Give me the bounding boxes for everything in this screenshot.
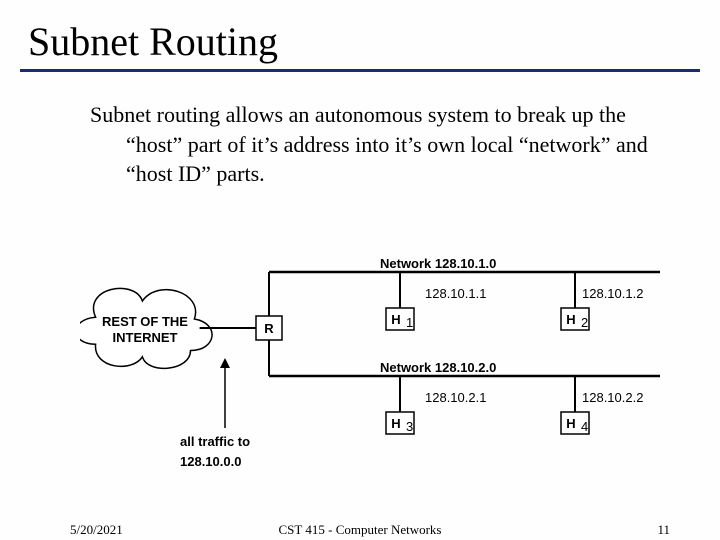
footer-date: 5/20/2021 [70,522,123,538]
host-address: 128.10.2.1 [425,390,486,405]
footer-course: CST 415 - Computer Networks [279,522,442,538]
traffic-label-1: all traffic to [180,434,250,449]
cloud-label-2: INTERNET [113,330,178,345]
host-label-sub: 4 [581,419,588,434]
host-label: H [566,416,575,431]
host-label: H [391,312,400,327]
traffic-label-2: 128.10.0.0 [180,454,241,468]
host-address: 128.10.2.2 [582,390,643,405]
host-address: 128.10.1.1 [425,286,486,301]
router-label: R [264,321,274,336]
traffic-arrow-head [220,358,230,368]
host-label: H [566,312,575,327]
slide-body-text: Subnet routing allows an autonomous syst… [36,72,720,189]
slide-title: Subnet Routing [0,0,720,69]
host-label: H [391,416,400,431]
network-label-1: Network 128.10.1.0 [380,258,496,271]
host-label-sub: 2 [581,315,588,330]
host-label-sub: 3 [406,419,413,434]
footer-page-number: 11 [657,522,670,538]
host-label-sub: 1 [406,315,413,330]
host-address: 128.10.1.2 [582,286,643,301]
network-label-2: Network 128.10.2.0 [380,360,496,375]
cloud-label-1: REST OF THE [102,314,188,329]
subnet-diagram: REST OF THEINTERNETRNetwork 128.10.1.012… [80,258,670,478]
